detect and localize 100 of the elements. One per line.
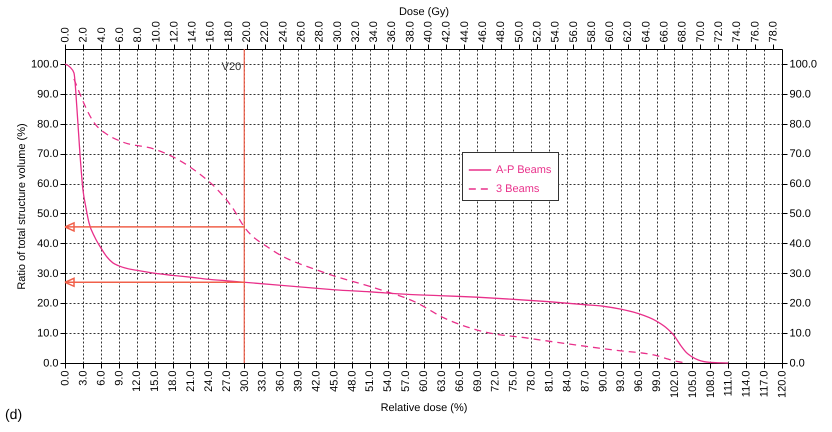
- y2-tick-label: 30.0: [790, 268, 811, 280]
- x2-tick-label: 66.0: [658, 21, 671, 42]
- x-tick-label: 54.0: [382, 370, 394, 392]
- legend-label: 3 Beams: [496, 183, 540, 195]
- x-tick-label: 78.0: [526, 370, 538, 392]
- y-tick-label: 30.0: [37, 268, 58, 280]
- y2-tick-label: 80.0: [790, 118, 811, 130]
- x-tick-label: 9.0: [113, 370, 126, 386]
- x2-tick-label: 8.0: [132, 27, 144, 42]
- x-tick-label: 93.0: [615, 370, 628, 392]
- x2-tick-label: 44.0: [458, 21, 471, 42]
- x2-tick-label: 54.0: [550, 21, 562, 42]
- y2-tick-label: 40.0: [790, 238, 811, 250]
- x2-tick-label: 22.0: [259, 21, 272, 42]
- x-tick-label: 18.0: [167, 370, 180, 392]
- y2-tick-label: 90.0: [790, 88, 811, 100]
- x2-tick-label: 62.0: [622, 21, 634, 42]
- x-tick-label: 21.0: [184, 370, 197, 392]
- x-tick-label: 15.0: [149, 370, 162, 392]
- x2-tick-label: 72.0: [712, 21, 725, 42]
- x2-tick-label: 76.0: [749, 21, 762, 42]
- y-tick-label: 70.0: [37, 148, 58, 160]
- legend-label: A-P Beams: [496, 164, 552, 176]
- x-tick-label: 111.0: [722, 370, 735, 396]
- x2-tick-label: 78.0: [767, 21, 780, 42]
- x2-tick-label: 50.0: [513, 21, 526, 42]
- y-tick-label: 60.0: [37, 178, 58, 190]
- x-tick-label: 63.0: [436, 370, 448, 392]
- x-tick-label: 39.0: [292, 370, 305, 392]
- y-axis-title: Ratio of total structure volume (%): [16, 123, 28, 290]
- y2-tick-label: 100.0: [790, 58, 818, 70]
- y-tick-label: 90.0: [37, 88, 58, 100]
- x-tick-label: 84.0: [561, 370, 574, 392]
- x-tick-label: 45.0: [328, 370, 340, 392]
- x2-tick-label: 60.0: [604, 21, 616, 42]
- x2-tick-label: 32.0: [350, 21, 362, 42]
- x2-tick-label: 28.0: [314, 21, 326, 42]
- x2-tick-label: 14.0: [186, 21, 199, 42]
- x2-tick-label: 40.0: [422, 21, 435, 42]
- x-tick-label: 87.0: [579, 370, 592, 392]
- x-tick-label: 81.0: [543, 370, 556, 392]
- x-tick-label: 96.0: [633, 370, 646, 392]
- y2-tick-label: 50.0: [790, 208, 811, 220]
- x2-tick-label: 30.0: [332, 21, 344, 42]
- x-tick-label: 102.0: [668, 370, 681, 398]
- x2-tick-label: 16.0: [204, 21, 217, 42]
- x2-tick-label: 10.0: [150, 21, 162, 42]
- y2-tick-label: 70.0: [790, 148, 811, 160]
- x2-tick-label: 36.0: [386, 21, 398, 42]
- x2-tick-label: 2.0: [78, 27, 90, 42]
- x2-tick-label: 42.0: [440, 21, 453, 42]
- x-axis-title: Relative dose (%): [380, 402, 468, 414]
- x-tick-label: 114.0: [740, 370, 753, 398]
- x2-tick-label: 26.0: [295, 21, 308, 42]
- x-tick-label: 90.0: [597, 370, 610, 392]
- x-tick-label: 51.0: [364, 370, 376, 392]
- y2-tick-label: 10.0: [790, 328, 811, 340]
- x2-tick-label: 68.0: [676, 21, 689, 42]
- x2-tick-label: 18.0: [222, 21, 235, 42]
- x2-axis-title: Dose (Gy): [398, 6, 450, 18]
- y-tick-label: 20.0: [37, 298, 58, 310]
- y-tick-label: 80.0: [37, 118, 58, 130]
- y-tick-label: 40.0: [37, 238, 58, 250]
- x-tick-label: 66.0: [454, 370, 466, 392]
- text: (d): [5, 406, 22, 422]
- y-tick-label: 10.0: [37, 328, 58, 340]
- y-tick-label: 0.0: [43, 358, 58, 370]
- x2-tick-label: 4.0: [96, 27, 108, 42]
- y-tick-label: 100.0: [30, 58, 58, 70]
- y2-tick-label: 60.0: [790, 178, 811, 190]
- x2-tick-label: 58.0: [586, 21, 598, 42]
- x-tick-label: 75.0: [508, 370, 520, 392]
- x-tick-label: 117.0: [758, 370, 771, 398]
- y2-tick-label: 20.0: [790, 298, 811, 310]
- x-tick-label: 42.0: [310, 370, 322, 392]
- x2-tick-label: 52.0: [531, 21, 544, 42]
- x2-tick-label: 64.0: [640, 21, 652, 42]
- x2-tick-label: 34.0: [368, 21, 380, 42]
- x-tick-label: 69.0: [472, 370, 484, 392]
- x-tick-label: 105.0: [686, 370, 699, 398]
- x2-tick-label: 20.0: [241, 21, 254, 42]
- y2-tick-label: 0.0: [790, 358, 805, 370]
- x-tick-label: 48.0: [346, 370, 358, 392]
- x-tick-label: 33.0: [256, 370, 269, 392]
- x2-tick-label: 0.0: [60, 27, 72, 42]
- x-tick-label: 120.0: [776, 370, 788, 398]
- x-tick-label: 0.0: [60, 370, 72, 386]
- x-tick-label: 12.0: [131, 370, 144, 392]
- x-tick-label: 27.0: [220, 370, 233, 392]
- x-tick-label: 24.0: [202, 370, 215, 392]
- x-tick-label: 57.0: [400, 370, 412, 392]
- x-tick-label: 3.0: [77, 370, 90, 386]
- y-tick-label: 50.0: [37, 208, 58, 220]
- x-tick-label: 72.0: [490, 370, 502, 392]
- x-tick-label: 60.0: [418, 370, 430, 392]
- x2-tick-label: 24.0: [277, 21, 290, 42]
- x2-tick-label: 70.0: [694, 21, 707, 42]
- x2-tick-label: 12.0: [168, 21, 180, 42]
- x-tick-label: 99.0: [651, 370, 664, 392]
- x2-tick-label: 48.0: [495, 21, 508, 42]
